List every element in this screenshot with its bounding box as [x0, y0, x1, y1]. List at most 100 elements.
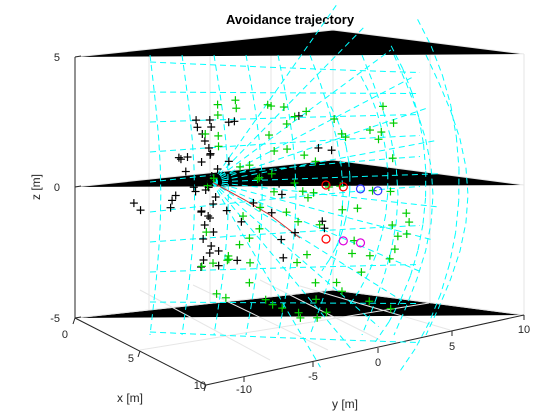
mesh-ring	[149, 331, 421, 343]
green-marker	[214, 131, 223, 140]
mesh-ray	[211, 25, 366, 183]
mesh-segment	[430, 45, 443, 76]
obstacle-mesh	[149, 5, 469, 374]
green-marker	[302, 107, 311, 116]
black-marker	[174, 153, 183, 162]
mesh-meridian	[393, 54, 434, 336]
black-marker	[200, 137, 209, 145]
mesh-ray	[211, 181, 441, 208]
mesh-ray	[211, 181, 434, 241]
mesh-ring	[149, 301, 421, 304]
green-marker	[269, 187, 278, 196]
mesh-meridian	[213, 54, 229, 336]
black-marker	[206, 149, 215, 158]
y-tick-label: -10	[236, 384, 252, 396]
mesh-segment	[423, 143, 427, 171]
mesh-segment	[348, 160, 351, 176]
mesh-segment	[400, 275, 411, 300]
green-marker	[300, 151, 309, 160]
z-axis-label: z [m]	[29, 174, 43, 200]
green-marker	[212, 289, 221, 298]
z-tick-label: 0	[54, 182, 60, 194]
black-marker	[205, 116, 214, 124]
black-marker	[176, 155, 185, 164]
mesh-segment	[374, 321, 390, 343]
black-marker	[136, 206, 145, 215]
circle-marker-red	[321, 234, 331, 244]
y-tick-label: 10	[518, 324, 530, 336]
green-marker	[368, 186, 377, 195]
green-marker	[302, 250, 311, 259]
green-marker	[405, 218, 414, 227]
green-marker	[209, 259, 218, 268]
mesh-meridian	[425, 54, 469, 336]
black-marker	[181, 167, 190, 176]
y-tick-label: -5	[308, 371, 318, 383]
black-marker	[191, 187, 200, 196]
green-marker	[223, 256, 232, 265]
origin-marker	[207, 179, 213, 185]
mesh-ray	[211, 107, 428, 183]
green-marker	[365, 251, 374, 260]
mesh-meridian	[149, 54, 162, 336]
green-marker	[322, 308, 331, 317]
green-marker	[290, 178, 299, 187]
mesh-meridian	[361, 54, 399, 336]
mesh-segment	[385, 194, 389, 216]
black-marker	[213, 165, 222, 173]
green-marker	[332, 278, 341, 287]
black-marker	[279, 253, 288, 262]
mesh-segment	[358, 273, 369, 291]
circle-marker-magenta	[355, 238, 366, 248]
y-axis-line	[205, 314, 525, 386]
green-marker	[309, 188, 318, 197]
black-marker	[224, 157, 233, 166]
green-marker	[374, 135, 383, 144]
black-marker	[189, 183, 198, 192]
green-marker	[402, 230, 411, 239]
black-marker	[214, 261, 223, 270]
circle-marker-blue	[355, 184, 366, 194]
black-marker	[205, 214, 214, 222]
mesh-segment	[376, 112, 383, 133]
green-marker	[312, 295, 321, 304]
black-marker	[314, 143, 323, 152]
black-marker	[233, 256, 242, 265]
mesh-segment	[341, 132, 347, 147]
mesh-ray	[211, 5, 337, 183]
green-marker	[311, 278, 320, 287]
black-marker	[230, 117, 239, 126]
mesh-meridian	[181, 54, 196, 336]
mesh-ray	[211, 181, 380, 328]
mesh-ring	[149, 186, 421, 213]
y-tick-label: 5	[449, 341, 455, 353]
mesh-segment	[369, 93, 378, 113]
mesh-ring	[149, 264, 421, 273]
green-marker	[224, 251, 233, 260]
green-marker	[261, 295, 270, 304]
black-marker	[275, 179, 284, 188]
black-marker	[205, 249, 214, 257]
mesh-segment	[347, 190, 351, 206]
green-marker	[267, 102, 276, 111]
mesh-ray	[211, 139, 438, 183]
mesh-ray	[211, 181, 352, 350]
mesh-segment	[449, 232, 457, 265]
green-marker	[388, 154, 397, 163]
black-marker	[197, 158, 206, 166]
green-marker	[357, 268, 366, 277]
black-marker	[129, 199, 138, 208]
x-axis-label: x [m]	[117, 391, 143, 405]
grid-lines	[74, 29, 525, 386]
mesh-segment	[440, 263, 450, 295]
mesh-segment	[455, 136, 460, 169]
mesh-segment	[385, 152, 389, 174]
x-tick-label: 5	[128, 353, 134, 365]
green-marker	[389, 119, 398, 128]
mesh-segment	[345, 146, 350, 161]
mesh-segment	[422, 197, 427, 225]
z-tick-label: 5	[54, 52, 60, 64]
green-marker	[377, 128, 386, 137]
mesh-segment	[388, 299, 402, 322]
